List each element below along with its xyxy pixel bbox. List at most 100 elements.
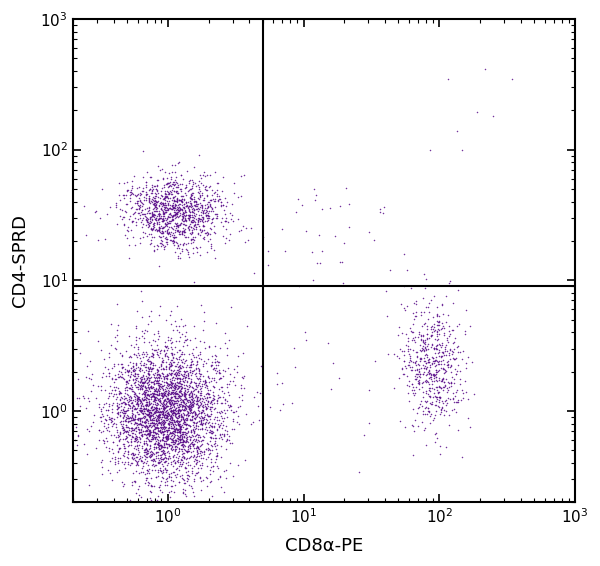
Point (185, 216, 194, 225)
Point (185, 192, 195, 201)
Point (144, 390, 154, 399)
Point (191, 380, 201, 389)
Point (107, 364, 117, 373)
Point (429, 376, 439, 385)
Point (190, 407, 200, 416)
Point (163, 425, 173, 434)
Point (150, 403, 160, 412)
Point (146, 422, 156, 431)
Point (424, 358, 433, 367)
Point (155, 194, 165, 203)
Point (181, 424, 190, 434)
Point (168, 406, 178, 415)
Point (177, 204, 187, 213)
Point (124, 384, 134, 393)
Point (174, 428, 184, 437)
Point (169, 237, 179, 246)
Point (307, 247, 317, 256)
Point (138, 409, 148, 418)
Point (200, 228, 209, 237)
Point (163, 432, 172, 441)
Point (176, 363, 186, 372)
Point (147, 447, 157, 456)
Point (159, 395, 169, 404)
Point (162, 460, 172, 469)
Point (176, 397, 185, 406)
Point (140, 423, 150, 432)
Point (149, 418, 159, 427)
Point (167, 429, 176, 438)
Point (428, 324, 438, 333)
Point (145, 426, 154, 435)
Point (89, 410, 99, 419)
Point (145, 412, 154, 421)
Point (433, 329, 442, 338)
Point (163, 431, 172, 440)
Point (162, 197, 172, 206)
Point (162, 431, 172, 440)
Point (207, 403, 217, 412)
Point (141, 401, 151, 410)
Point (202, 380, 211, 389)
Point (441, 350, 451, 359)
Point (144, 205, 154, 214)
Point (146, 429, 155, 438)
Point (187, 217, 197, 226)
Point (157, 413, 167, 422)
Point (216, 412, 226, 421)
Point (155, 209, 165, 218)
Point (156, 221, 166, 230)
Point (118, 482, 128, 491)
Point (152, 192, 161, 201)
Point (214, 192, 224, 201)
Point (82, 362, 92, 371)
Point (188, 188, 197, 198)
Point (156, 452, 166, 461)
Point (221, 436, 231, 445)
Point (175, 373, 184, 382)
Point (173, 158, 183, 168)
Point (124, 411, 133, 421)
Point (131, 335, 140, 344)
Point (145, 389, 155, 398)
Point (164, 209, 173, 218)
Point (190, 422, 199, 431)
Point (166, 333, 176, 342)
Point (179, 390, 188, 399)
Point (169, 401, 179, 410)
Point (199, 449, 209, 458)
Point (103, 420, 112, 429)
Point (85, 427, 94, 436)
Point (128, 216, 137, 225)
Point (178, 397, 188, 406)
Point (137, 389, 146, 398)
Point (212, 191, 221, 200)
Point (163, 182, 173, 191)
Point (171, 423, 181, 432)
Point (208, 427, 217, 436)
Point (128, 424, 137, 433)
Point (146, 357, 156, 366)
Point (163, 220, 172, 229)
Point (178, 192, 188, 201)
Point (104, 426, 114, 435)
Point (190, 455, 200, 464)
Point (154, 225, 164, 234)
Point (107, 408, 117, 417)
Point (91, 208, 100, 217)
Point (165, 428, 175, 438)
Point (173, 405, 183, 414)
Point (107, 401, 117, 410)
Point (399, 370, 409, 379)
Point (158, 401, 167, 410)
Point (142, 181, 151, 190)
Point (444, 379, 454, 388)
Point (176, 456, 186, 465)
Point (430, 370, 439, 379)
Point (128, 429, 138, 438)
Point (133, 392, 142, 401)
Point (185, 460, 194, 469)
Point (157, 345, 166, 354)
Point (191, 382, 200, 391)
Point (175, 376, 185, 385)
